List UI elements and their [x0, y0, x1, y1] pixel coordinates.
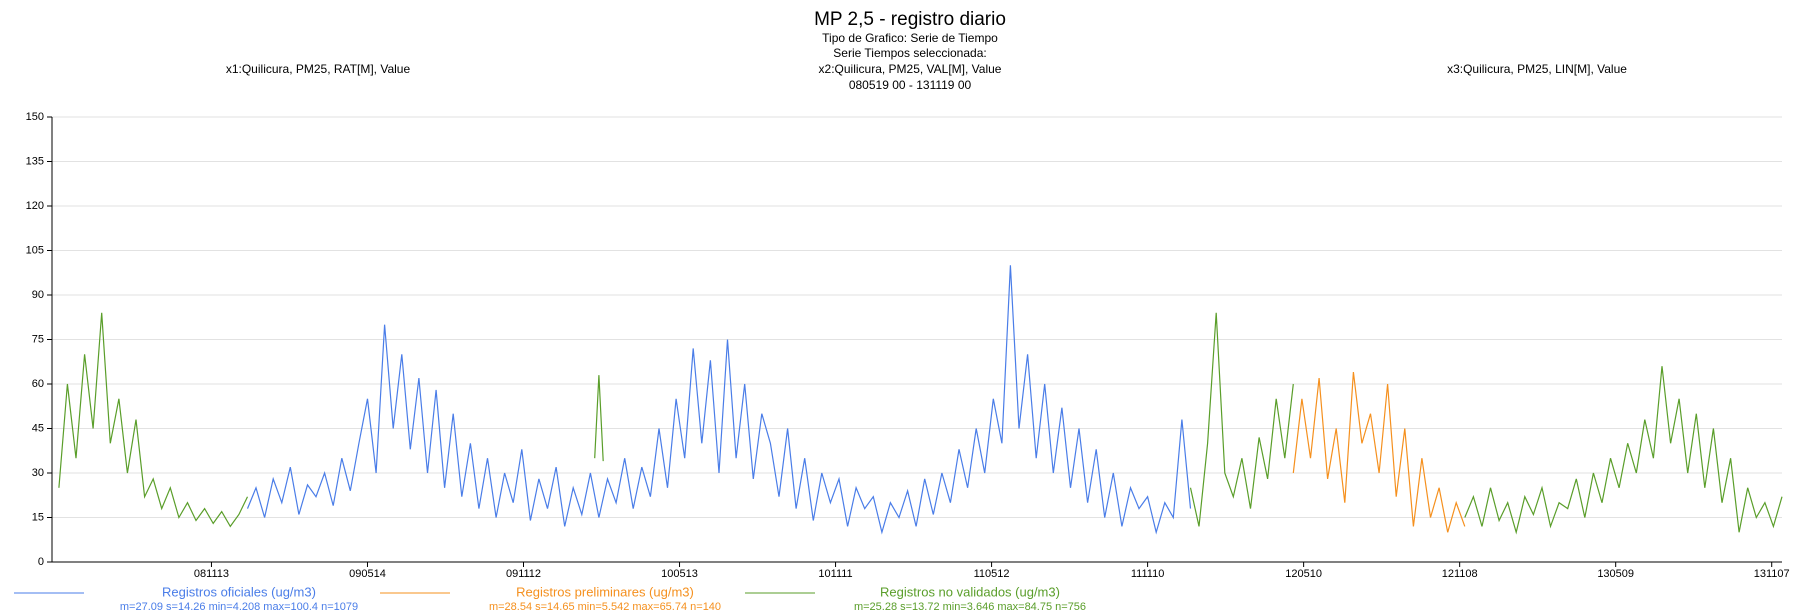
left-label: x1:Quilicura, PM25, RAT[M], Value: [226, 62, 411, 76]
legend-label: Registros oficiales (ug/m3): [162, 584, 316, 599]
legend-stats: m=25.28 s=13.72 min=3.646 max=84.75 n=75…: [854, 601, 1086, 613]
x-tick-label: 090514: [349, 568, 386, 580]
x-tick-label: 121108: [1442, 568, 1478, 580]
series-line: [1292, 372, 1466, 533]
x-tick-label: 130509: [1597, 568, 1634, 580]
y-tick-label: 0: [38, 556, 44, 568]
y-tick-label: 60: [32, 378, 44, 390]
series-line: [246, 265, 1192, 535]
x-tick-label: 110512: [974, 568, 1010, 580]
x-tick-label: 100513: [661, 568, 698, 580]
series-line: [58, 312, 1783, 535]
subtitle: Tipo de Grafico: Serie de Tiempo: [822, 31, 998, 45]
x-tick-label: 081113: [194, 568, 229, 580]
subtitle: x2:Quilicura, PM25, VAL[M], Value: [819, 62, 1002, 76]
y-tick-label: 135: [26, 155, 44, 167]
subtitle: 080519 00 - 131119 00: [849, 78, 972, 92]
legend-stats: m=28.54 s=14.65 min=5.542 max=65.74 n=14…: [489, 601, 721, 613]
y-tick-label: 150: [26, 111, 44, 123]
legend-label: Registros preliminares (ug/m3): [516, 584, 694, 599]
chart-title: MP 2,5 - registro diario: [814, 9, 1006, 30]
y-tick-label: 90: [32, 289, 44, 301]
x-tick-label: 131107: [1754, 568, 1790, 580]
y-tick-label: 15: [32, 511, 44, 523]
subtitle: Serie Tiempos seleccionada:: [833, 46, 986, 60]
x-tick-label: 120510: [1285, 568, 1322, 580]
x-tick-label: 111110: [1131, 568, 1164, 580]
y-tick-label: 30: [32, 467, 44, 479]
y-tick-label: 120: [26, 200, 44, 212]
y-tick-label: 75: [32, 333, 44, 345]
y-tick-label: 105: [26, 244, 44, 256]
legend-label: Registros no validados (ug/m3): [880, 584, 1060, 599]
x-tick-label: 101111: [818, 568, 852, 580]
x-tick-label: 091112: [506, 568, 541, 580]
right-label: x3:Quilicura, PM25, LIN[M], Value: [1447, 62, 1627, 76]
legend-stats: m=27.09 s=14.26 min=4.208 max=100.4 n=10…: [120, 601, 358, 613]
y-tick-label: 45: [32, 422, 44, 434]
